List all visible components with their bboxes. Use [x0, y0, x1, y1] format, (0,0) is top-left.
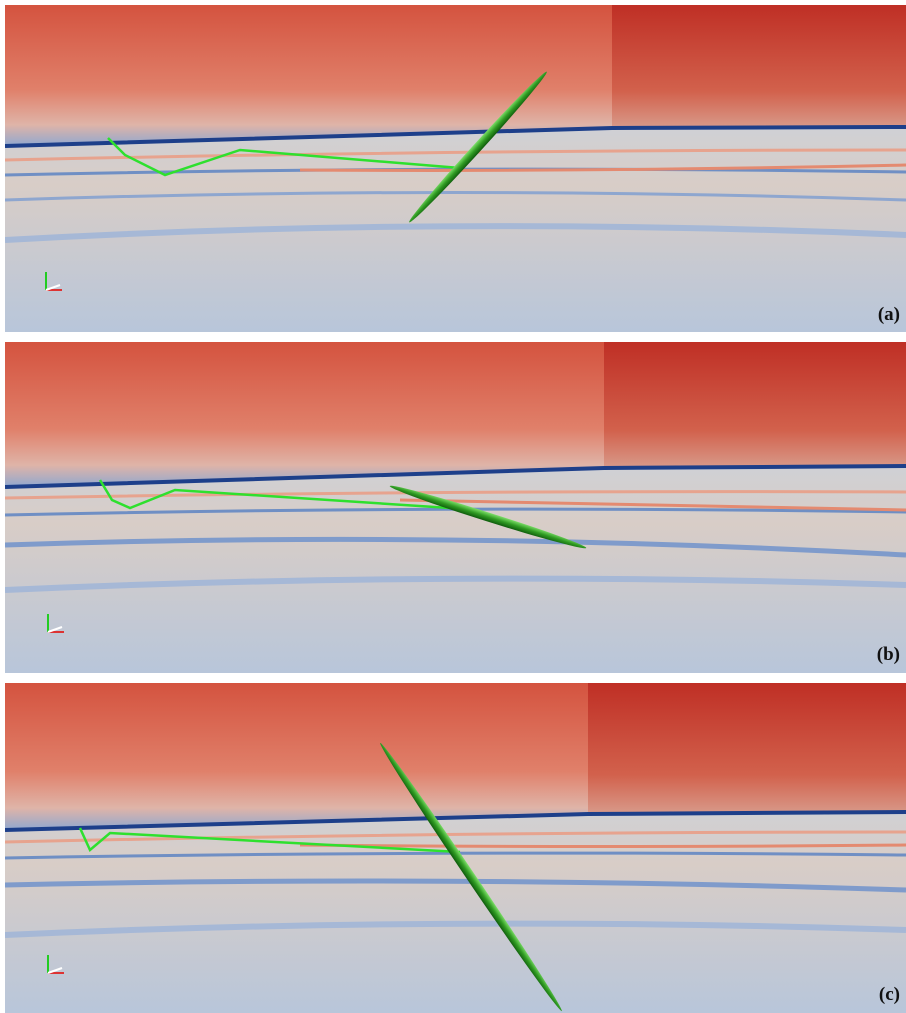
- panel-c: (c): [5, 683, 906, 1013]
- panel-label: (c): [879, 984, 900, 1005]
- figure: (a) (b): [0, 0, 906, 1013]
- upper-field: [5, 342, 604, 487]
- panel-label: (a): [878, 304, 900, 325]
- panel-a: (a): [5, 5, 906, 332]
- panel-b: (b): [5, 342, 906, 673]
- upper-field-right: [612, 5, 906, 128]
- upper-field: [5, 683, 588, 830]
- upper-field-right: [604, 342, 906, 468]
- upper-field: [5, 5, 612, 146]
- panel-label: (b): [877, 644, 900, 665]
- upper-field-right: [588, 683, 906, 814]
